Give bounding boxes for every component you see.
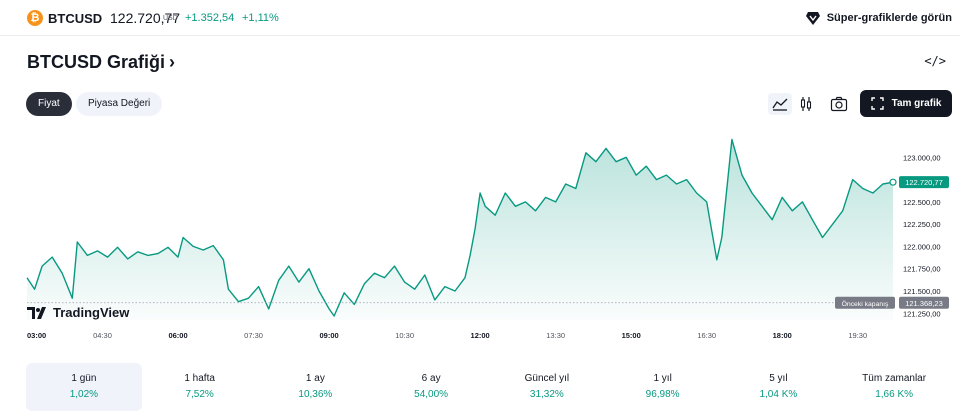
area-chart-button[interactable] — [768, 93, 792, 115]
period-label: 5 yıl — [769, 373, 788, 384]
period-label: 1 ay — [305, 373, 325, 384]
tab-market-cap[interactable]: Piyasa Değeri — [76, 92, 163, 116]
period-6m[interactable]: 6 ay 54,00% — [373, 363, 489, 411]
ticker-change: +1.352,54 — [185, 12, 235, 24]
camera-icon — [830, 96, 848, 112]
period-1w[interactable]: 1 hafta 7,52% — [142, 363, 258, 411]
fullscreen-icon — [870, 97, 884, 110]
x-tick-label: 12:00 — [471, 331, 490, 340]
y-tick-label: 121.750,00 — [903, 265, 941, 274]
period-label: 1 yıl — [653, 373, 672, 384]
bitcoin-icon: ₿ — [27, 10, 43, 26]
period-value: 54,00% — [414, 389, 449, 400]
period-1y[interactable]: 1 yıl 96,98% — [605, 363, 721, 411]
x-tick-label: 04:30 — [93, 331, 112, 340]
x-tick-label: 13:30 — [546, 331, 565, 340]
period-label: 1 gün — [71, 373, 97, 384]
previous-close-value: 121.368,23 — [905, 299, 943, 308]
y-tick-label: 122.000,00 — [903, 242, 941, 251]
period-5y[interactable]: 5 yıl 1,04 K% — [721, 363, 837, 411]
tradingview-logo-icon — [27, 306, 46, 319]
period-ytd[interactable]: Güncel yıl 31,32% — [489, 363, 605, 411]
previous-close-caption: Önceki kapanış — [842, 300, 889, 308]
tradingview-logo[interactable]: TradingView — [27, 305, 129, 320]
period-label: Güncel yıl — [524, 373, 570, 384]
candlestick-button[interactable] — [794, 93, 818, 115]
y-tick-label: 121.500,00 — [903, 287, 941, 296]
period-all[interactable]: Tüm zamanlar 1,66 K% — [836, 363, 952, 411]
previous-close-caption-badge — [835, 296, 895, 309]
chevron-right-icon: › — [169, 52, 176, 72]
current-price-label: 122.720,77 — [905, 178, 943, 187]
ticker-currency: USD — [163, 15, 178, 22]
period-1m[interactable]: 1 ay 10,36% — [258, 363, 374, 411]
ticker-price: 122.720,77 — [110, 10, 181, 26]
y-tick-label: 123.000,00 — [903, 153, 941, 162]
ticker-bar: ₿ BTCUSD 122.720,77 USD +1.352,54 +1,11%… — [0, 0, 960, 36]
period-label: Tüm zamanlar — [862, 373, 927, 384]
y-tick-label: 122.500,00 — [903, 198, 941, 207]
embed-code-icon[interactable]: </> — [924, 54, 946, 68]
supercharts-link[interactable]: Süper-grafiklerde görün — [805, 10, 952, 26]
x-tick-label: 18:00 — [773, 331, 792, 340]
period-value: 96,98% — [645, 389, 680, 400]
period-selector: 1 gün 1,02% 1 hafta 7,52% 1 ay 10,36% 6 … — [26, 363, 952, 411]
snapshot-button[interactable] — [827, 93, 851, 115]
period-value: 7,52% — [185, 389, 214, 400]
full-chart-button[interactable]: Tam grafik — [860, 90, 952, 117]
y-tick-label: 121.250,00 — [903, 309, 941, 318]
period-value: 10,36% — [298, 389, 333, 400]
current-price-dot — [889, 178, 897, 186]
tab-price[interactable]: Fiyat — [26, 92, 72, 116]
full-chart-label: Tam grafik — [891, 98, 942, 109]
price-line — [26, 138, 894, 317]
x-tick-label: 16:30 — [697, 331, 716, 340]
x-tick-label: 10:30 — [395, 331, 414, 340]
ticker-symbol[interactable]: BTCUSD — [48, 11, 103, 26]
supercharts-link-label: Süper-grafiklerde görün — [826, 12, 952, 24]
previous-close-badge — [899, 296, 949, 309]
period-value: 31,32% — [529, 389, 564, 400]
current-price-badge — [899, 176, 949, 189]
x-tick-label: 15:00 — [622, 331, 641, 340]
x-tick-label: 06:00 — [168, 331, 187, 340]
x-tick-label: 07:30 — [244, 331, 263, 340]
x-tick-label: 19:30 — [848, 331, 867, 340]
price-chart[interactable]: 123.000,00 122.500,00 122.250,00 122.000,00… — [0, 125, 960, 345]
page-title[interactable]: BTCUSD Grafiği › — [27, 52, 175, 73]
period-label: 1 hafta — [184, 373, 215, 384]
period-1d[interactable]: 1 gün 1,02% — [26, 363, 142, 411]
area-chart-icon — [772, 98, 788, 111]
tradingview-logo-text: TradingView — [53, 305, 130, 320]
x-tick-label: 09:00 — [319, 331, 338, 340]
period-value: 1,66 K% — [875, 389, 914, 400]
page-title-text: BTCUSD Grafiği — [27, 52, 166, 72]
supercharts-icon — [805, 12, 820, 25]
price-area — [27, 139, 893, 320]
x-tick-label: 03:00 — [27, 331, 46, 340]
period-value: 1,04 K% — [759, 389, 798, 400]
ticker-change-percent: +1,11% — [242, 12, 279, 24]
y-tick-label: 122.250,00 — [903, 220, 941, 229]
candlestick-icon — [800, 97, 812, 111]
period-value: 1,02% — [69, 389, 99, 400]
period-label: 6 ay — [421, 373, 441, 384]
